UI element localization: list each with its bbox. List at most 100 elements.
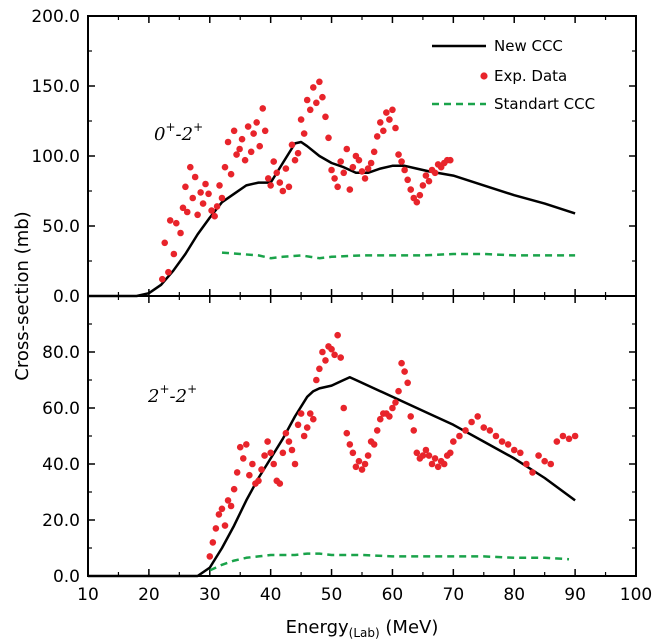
exp-data-point [407,413,415,420]
exp-data-point [194,211,201,219]
exp-data-point [313,376,320,384]
y-tick-label: 200.0 [31,7,80,27]
exp-data-point [246,471,253,479]
y-tick-label: 60.0 [42,399,80,419]
exp-data-point [446,449,454,457]
exp-data-point [267,449,274,457]
exp-data-point [346,441,354,448]
exp-data-point [224,497,232,504]
exp-data-point [199,200,207,207]
new-ccc-line [88,140,576,298]
exp-data-point [559,432,567,440]
exp-data-point [334,331,341,339]
exp-data-point [238,135,246,143]
exp-data-point [215,511,223,518]
exp-data-point [349,449,357,457]
exp-data-point [316,78,323,86]
exp-data-point [450,438,457,445]
top-panel-frame [87,15,637,297]
exp-data-point [230,127,238,135]
exp-data-point [361,460,369,468]
exp-data-point [504,441,512,448]
x-axis-title-unit: (MeV) [380,617,439,638]
exp-data-point [221,522,229,529]
exp-data-point [209,539,217,546]
y-tick-label: 100.0 [31,147,80,167]
exp-data-point [431,455,439,462]
top-panel-plot [88,78,576,298]
exp-data-point [346,186,354,193]
exp-data-point [535,452,542,459]
exp-data-point [276,179,284,186]
x-tick-label: 80 [503,585,525,605]
exp-data-point [416,191,424,199]
exp-data-point [218,194,226,202]
exp-data-point [398,359,405,367]
exp-data-point [474,413,481,420]
exp-data-point [270,460,278,468]
exp-data-point [239,455,247,462]
exp-data-point [343,145,351,153]
exp-data-point [428,460,436,468]
exp-data-point [297,410,305,417]
exp-data-point [158,275,166,283]
exp-data-point [328,345,335,353]
exp-data-point [328,166,335,174]
exp-data-point [401,166,408,174]
exp-data-point [440,460,448,468]
exp-data-point [468,418,475,426]
x-tick-label: 40 [260,585,282,605]
exp-data-point [413,198,421,206]
exp-data-point [243,441,250,448]
exp-data-point [267,182,274,189]
exp-data-point [294,149,302,157]
exp-data-point [325,134,332,142]
exp-data-point [247,148,255,156]
exp-data-point [431,169,439,177]
legend-new-ccc-label: New CCC [494,37,563,55]
exp-data-point [355,457,363,465]
exp-data-point [244,123,252,130]
exp-data-point [294,421,302,429]
exp-data-point [261,127,269,135]
y-tick-label: 0.0 [53,287,80,307]
exp-data-point [337,354,344,361]
exp-data-point [358,168,366,175]
x-axis-title-main: Energy [286,617,349,638]
exp-data-point [303,96,311,104]
x-tick-label: 20 [138,585,160,605]
exp-data-point [256,142,264,150]
top-panel-y-ticks: 0.0 50.0 100.0 150.0 200.0 [31,7,636,307]
x-tick-label: 60 [382,585,404,605]
legend-exp-data-label: Exp. Data [494,67,567,85]
exp-data-point [370,441,378,448]
exp-data-point [331,175,338,182]
exp-data-point [456,432,463,440]
exp-data-point [355,156,363,164]
legend: New CCC Exp. Data Standart CCC [432,37,595,113]
exp-data-point [319,93,326,101]
exp-data-point [161,239,169,247]
exp-data-point [309,84,317,91]
exp-data-point [197,189,204,196]
exp-data-point [529,469,536,476]
exp-data-point [386,116,393,123]
exp-data-point [255,477,262,485]
exp-data-point [404,379,411,387]
exp-data-point [291,156,299,164]
exp-data-point [261,452,268,459]
exp-data-point [434,463,442,471]
exp-data-point [480,424,488,431]
exp-data-point [349,163,357,171]
exp-data-point [227,502,235,510]
x-tick-label: 50 [321,585,343,605]
exp-data-point [370,148,378,156]
exp-data-point [227,170,235,178]
exp-data-point [300,130,308,137]
exp-data-point [211,212,218,220]
exp-data-point [249,460,256,468]
exp-data-point [273,169,281,177]
x-tick-label: 90 [564,585,586,605]
exp-data-point [233,469,241,476]
exp-data-point [182,183,189,191]
